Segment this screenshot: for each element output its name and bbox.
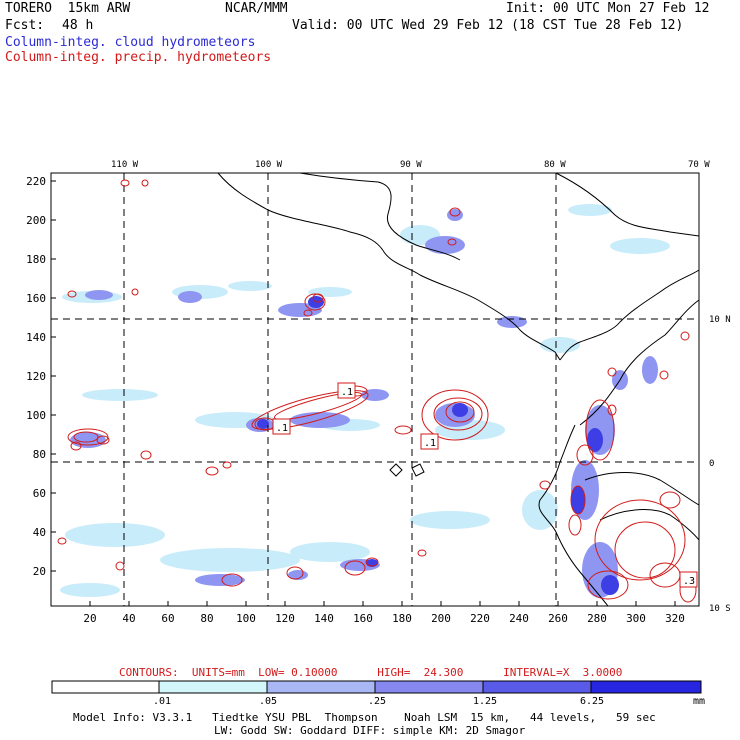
svg-text:140: 140 — [314, 612, 334, 625]
svg-text:320: 320 — [665, 612, 685, 625]
precip-contours — [57, 179, 697, 603]
contour-label-1: .1 — [337, 382, 356, 399]
svg-text:120: 120 — [275, 612, 295, 625]
svg-text:100: 100 — [236, 612, 256, 625]
svg-text:70 W: 70 W — [688, 160, 710, 170]
colorbar — [51, 680, 702, 694]
svg-text:220: 220 — [26, 175, 46, 188]
svg-text:80 W: 80 W — [544, 160, 566, 170]
svg-text:40: 40 — [33, 526, 46, 539]
field-cloud-title: Column-integ. cloud hydrometeors — [5, 35, 256, 50]
colorbar-label-4: 1.25 — [473, 696, 498, 707]
svg-text:40: 40 — [122, 612, 135, 625]
svg-text:300: 300 — [626, 612, 646, 625]
colorbar-bin-2 — [266, 680, 376, 694]
right-latitude-labels: 10 N 0 10 S — [709, 315, 731, 614]
svg-text:110 W: 110 W — [111, 160, 139, 170]
svg-text:180: 180 — [26, 253, 46, 266]
colorbar-bin-3 — [374, 680, 484, 694]
svg-text:80: 80 — [33, 448, 46, 461]
svg-text:10 N: 10 N — [709, 315, 731, 325]
svg-text:200: 200 — [26, 214, 46, 227]
svg-text:280: 280 — [587, 612, 607, 625]
svg-text:120: 120 — [26, 370, 46, 383]
forecast-hours: 48 h — [62, 18, 94, 33]
top-longitude-labels: 110 W 100 W 90 W 80 W 70 W — [111, 160, 710, 170]
valid-time: Valid: 00 UTC Wed 29 Feb 12 (18 CST Tue … — [292, 18, 684, 33]
svg-text:220: 220 — [470, 612, 490, 625]
field-precip-title: Column-integ. precip. hydrometeors — [5, 50, 272, 65]
model-title: TORERO 15km ARW — [5, 1, 131, 16]
graticule — [51, 173, 699, 606]
svg-text:160: 160 — [26, 292, 46, 305]
x-axis: 20 40 60 80 100 120 140 160 180 200 220 … — [83, 612, 685, 625]
colorbar-unit: mm — [693, 696, 706, 707]
svg-text:160: 160 — [353, 612, 373, 625]
forecast-label: Fcst: — [5, 18, 45, 33]
colorbar-bin-1 — [158, 680, 268, 694]
svg-text:80: 80 — [200, 612, 213, 625]
svg-text:260: 260 — [548, 612, 568, 625]
contour-label-4: .3 — [679, 571, 698, 588]
svg-text:0: 0 — [709, 459, 714, 469]
colorbar-bin-4 — [482, 680, 592, 694]
svg-text:100 W: 100 W — [255, 160, 283, 170]
colorbar-label-3: .25 — [368, 696, 387, 707]
contour-label-3: .1 — [420, 433, 439, 450]
svg-text:.1: .1 — [276, 423, 288, 434]
colorbar-bin-5 — [590, 680, 702, 694]
center-name: NCAR/MMM — [225, 1, 288, 16]
svg-text:.1: .1 — [341, 387, 353, 398]
svg-text:100: 100 — [26, 409, 46, 422]
contour-info: CONTOURS: UNITS=mm LOW= 0.10000 HIGH= 24… — [119, 666, 623, 679]
model-info-line1: Model Info: V3.3.1 Tiedtke YSU PBL Thomp… — [73, 711, 656, 724]
svg-text:140: 140 — [26, 331, 46, 344]
init-time: Init: 00 UTC Mon 27 Feb 12 — [506, 1, 710, 16]
plot-frame — [50, 172, 700, 607]
svg-text:180: 180 — [392, 612, 412, 625]
svg-text:.1: .1 — [424, 438, 436, 449]
svg-text:60: 60 — [161, 612, 174, 625]
contour-label-2: .1 — [272, 418, 291, 435]
colorbar-label-2: .05 — [259, 696, 278, 707]
colorbar-bin-0 — [51, 680, 160, 694]
coastlines — [217, 172, 700, 607]
svg-text:60: 60 — [33, 487, 46, 500]
colorbar-label-5: 6.25 — [580, 696, 605, 707]
cloud-shading-light — [60, 204, 670, 597]
svg-text:20: 20 — [83, 612, 96, 625]
svg-text:20: 20 — [33, 565, 46, 578]
svg-text:240: 240 — [509, 612, 529, 625]
svg-text:200: 200 — [431, 612, 451, 625]
svg-text:10 S: 10 S — [709, 604, 731, 614]
svg-text:.3: .3 — [683, 576, 695, 587]
y-axis: 220 200 180 160 140 120 100 80 60 40 20 — [26, 175, 46, 578]
model-info-line2: LW: Godd SW: Goddard DIFF: simple KM: 2D… — [214, 724, 526, 737]
colorbar-label-1: .01 — [153, 696, 172, 707]
svg-text:90 W: 90 W — [400, 160, 422, 170]
